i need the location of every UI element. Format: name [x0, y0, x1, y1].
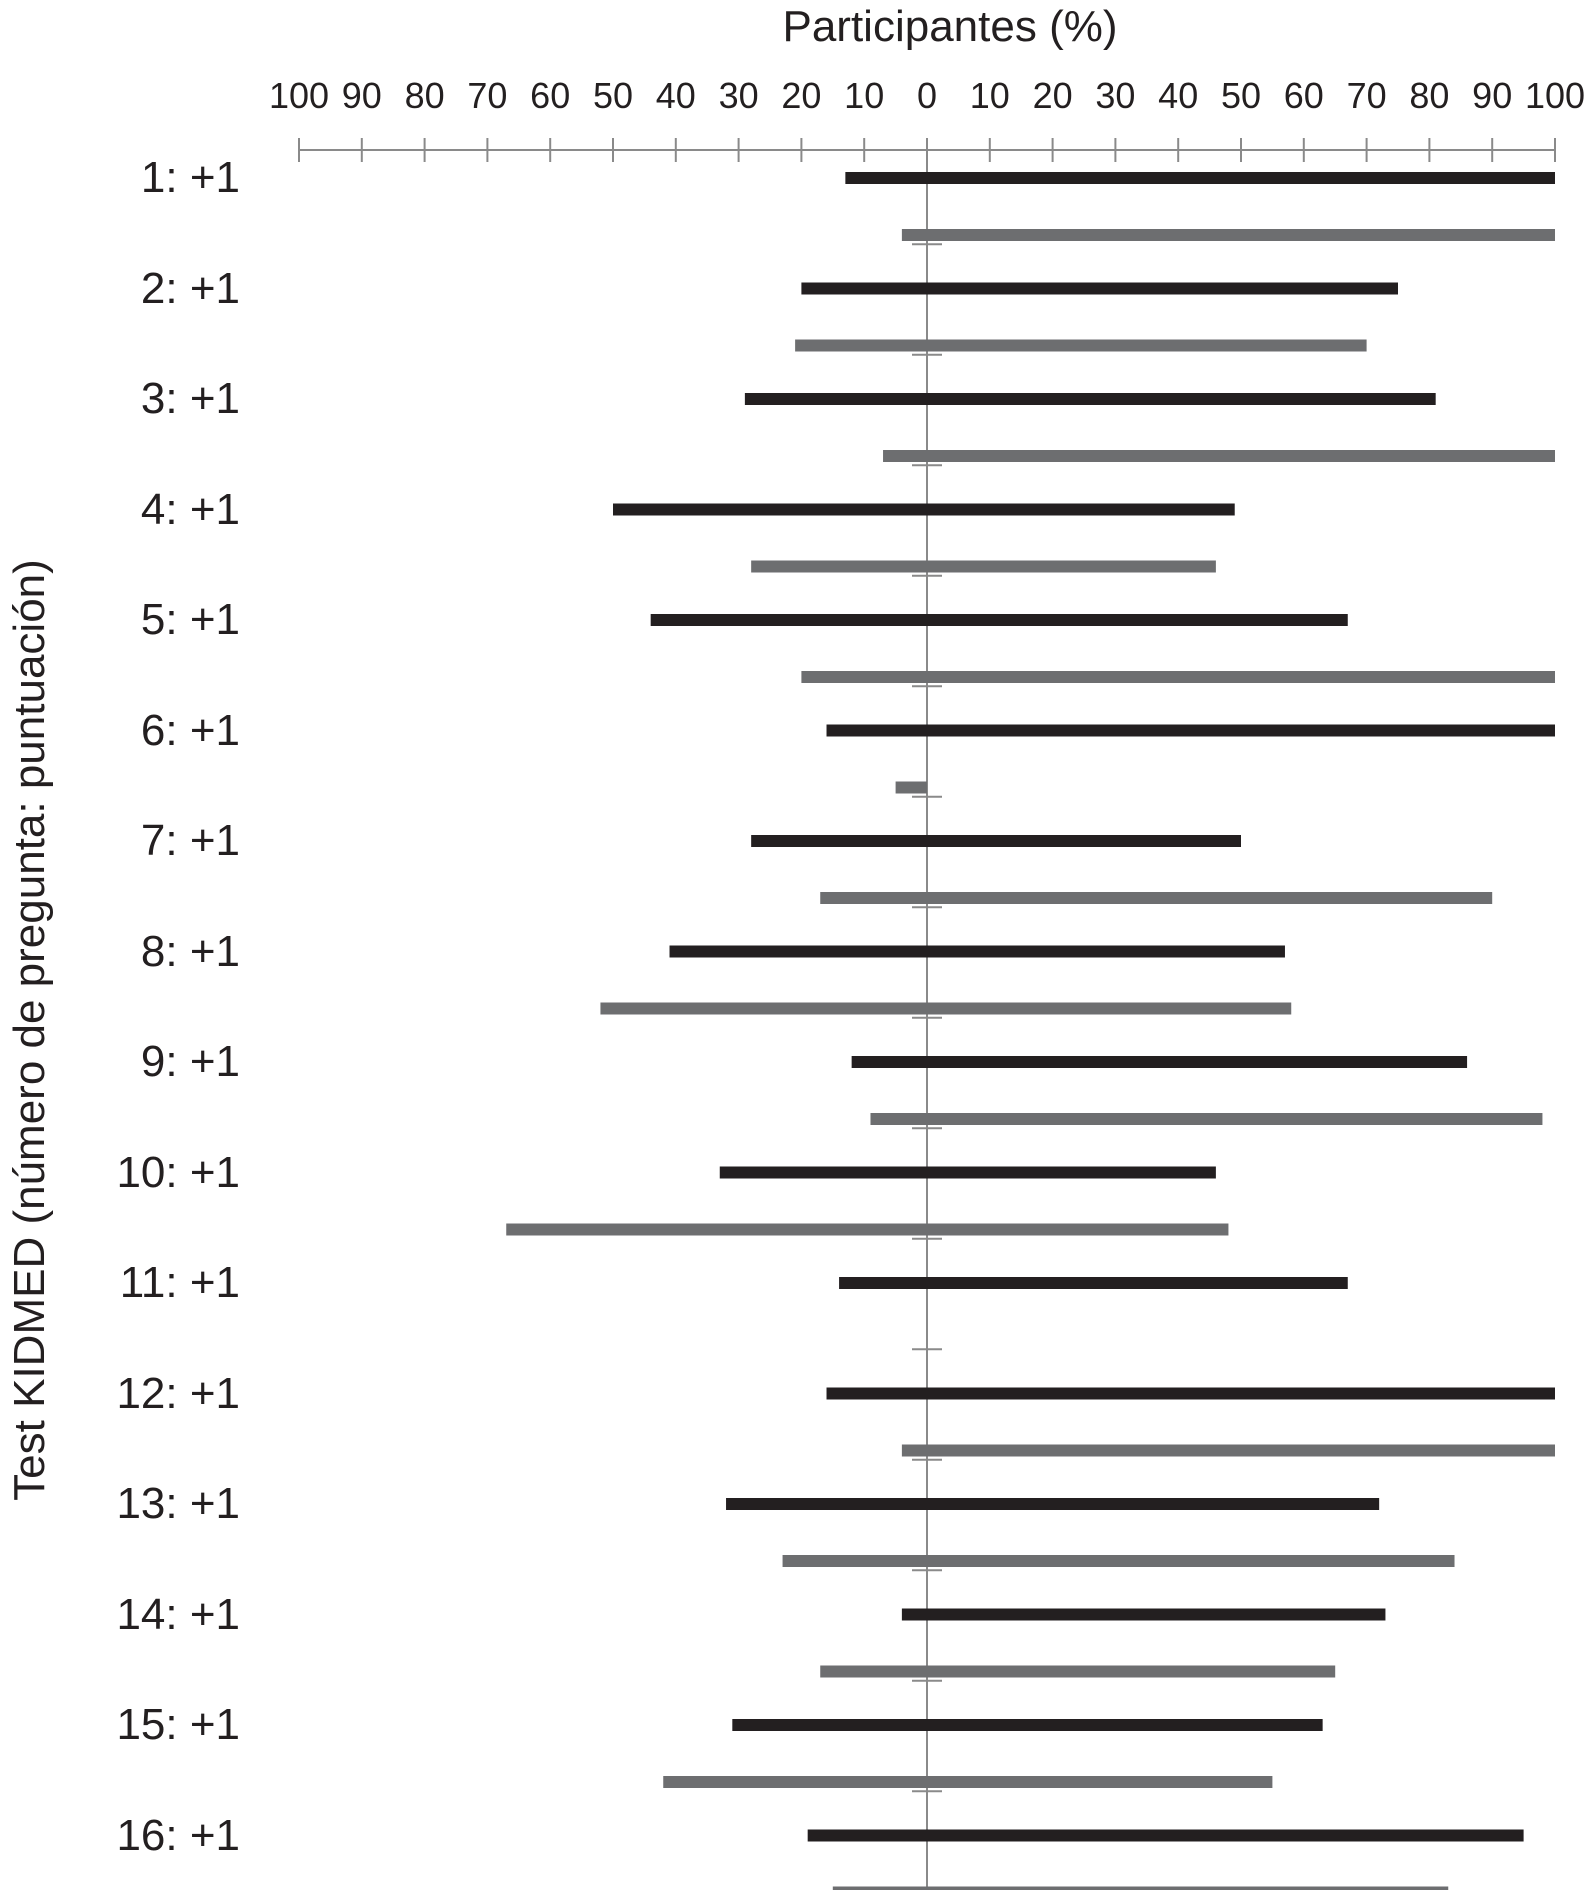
x-tick-label: 80 [405, 75, 445, 116]
bar-series-2 [801, 671, 1555, 683]
x-tick-label: 90 [342, 75, 382, 116]
category-label: 10: +1 [116, 1147, 240, 1197]
category-label: 7: +1 [140, 816, 240, 865]
bar-series-1 [669, 945, 1285, 958]
bar-series-1 [613, 503, 1235, 516]
category-label: 16: +1 [116, 1810, 240, 1860]
bar-series-2 [901, 229, 1555, 241]
bar-series-1 [807, 1829, 1524, 1842]
category-label: 15: +1 [116, 1700, 240, 1749]
x-tick-label: 60 [530, 75, 570, 116]
x-tick-label: 60 [1284, 75, 1324, 116]
bar-series-2 [870, 1113, 1543, 1125]
bar-series-2 [895, 781, 927, 794]
category-label: 11: +1 [119, 1258, 240, 1307]
x-tick-label: 90 [1472, 75, 1512, 116]
x-tick-label: 50 [1221, 75, 1261, 116]
bar-series-1 [901, 1608, 1386, 1621]
category-label: 2: +1 [140, 263, 240, 313]
x-tick-label: 50 [593, 75, 633, 116]
category-label: 3: +1 [140, 374, 240, 423]
bar-series-1 [801, 282, 1398, 295]
bar-series-1 [826, 724, 1555, 737]
category-label: 12: +1 [116, 1368, 240, 1418]
bar-series-2 [883, 450, 1555, 462]
x-tick-label: 30 [719, 75, 759, 116]
x-tick-label: 100 [269, 75, 329, 116]
category-label: 4: +1 [140, 484, 240, 534]
bar-series-2 [820, 1665, 1336, 1678]
x-tick-label: 20 [1033, 75, 1073, 116]
x-tick-label: 10 [970, 75, 1010, 116]
bar-series-2 [795, 339, 1367, 352]
x-tick-label: 70 [1347, 75, 1387, 116]
x-tick-label: 40 [656, 75, 696, 116]
x-tick-label: 70 [467, 75, 507, 116]
bar-series-2 [751, 560, 1216, 573]
bar-series-1 [726, 1498, 1380, 1510]
x-tick-label: 80 [1409, 75, 1449, 116]
x-tick-label: 30 [1095, 75, 1135, 116]
bar-series-1 [719, 1166, 1216, 1179]
bar-series-2 [820, 892, 1493, 904]
category-label: 5: +1 [140, 595, 240, 644]
bar-series-1 [650, 614, 1348, 626]
x-tick-label: 20 [781, 75, 821, 116]
category-label: 6: +1 [140, 705, 240, 755]
x-tick-label: 0 [917, 75, 937, 116]
category-label: 13: +1 [116, 1479, 240, 1528]
chart-title: Participantes (%) [782, 2, 1118, 51]
category-label: 9: +1 [140, 1037, 240, 1086]
bar-series-2 [663, 1776, 1273, 1788]
bar-series-1 [751, 835, 1241, 847]
bar-series-2 [506, 1223, 1229, 1236]
bar-series-2 [901, 1444, 1555, 1457]
x-tick-label: 100 [1525, 75, 1585, 116]
category-label: 1: +1 [140, 153, 240, 202]
bar-series-1 [839, 1277, 1348, 1289]
bar-series-1 [732, 1719, 1323, 1731]
bar-series-2 [600, 1002, 1292, 1015]
bar-series-1 [826, 1387, 1555, 1400]
category-label: 8: +1 [140, 926, 240, 976]
bar-series-2 [832, 1886, 1449, 1890]
x-tick-label: 40 [1158, 75, 1198, 116]
bar-series-1 [845, 172, 1555, 184]
bar-series-1 [744, 393, 1436, 405]
x-tick-label: 10 [844, 75, 884, 116]
bar-series-1 [851, 1056, 1468, 1068]
bar-series-2 [782, 1555, 1455, 1567]
category-label: 14: +1 [116, 1589, 240, 1639]
